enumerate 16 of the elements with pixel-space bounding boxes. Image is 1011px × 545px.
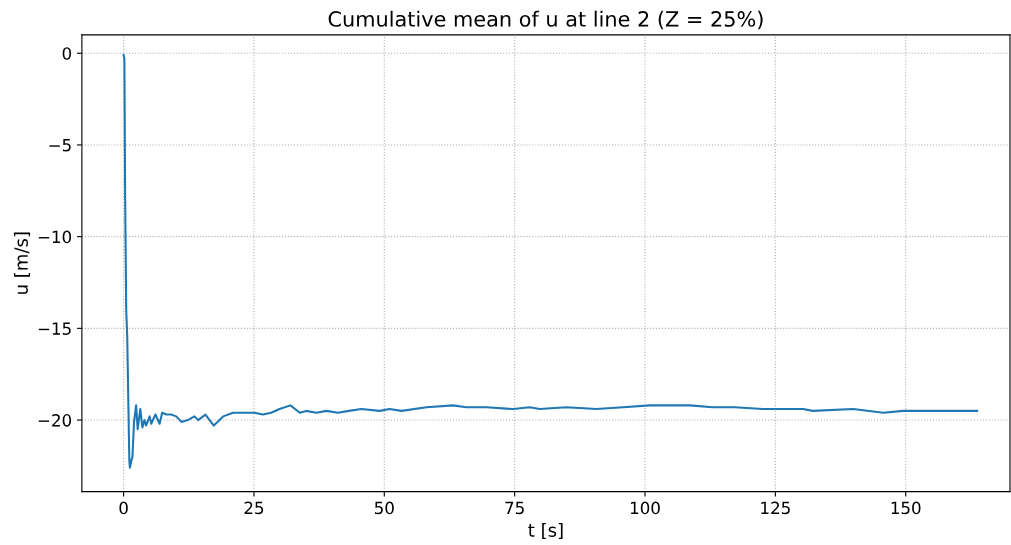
y-tick-label: −20 bbox=[38, 414, 72, 427]
y-tick-label: 0 bbox=[62, 47, 72, 60]
x-tick-label: 75 bbox=[505, 501, 524, 515]
y-tick-label: −10 bbox=[38, 230, 72, 244]
x-tick-label: 25 bbox=[244, 501, 264, 515]
y-axis-title: u [m/s] bbox=[13, 232, 31, 294]
x-tick-label: 100 bbox=[630, 501, 660, 515]
chart-title: Cumulative mean of u at line 2 (Z = 25%) bbox=[328, 10, 763, 30]
x-tick-label: 125 bbox=[761, 501, 790, 515]
x-tick-label: 50 bbox=[374, 501, 394, 515]
y-tick-label: −5 bbox=[49, 139, 71, 152]
line-series bbox=[122, 54, 979, 469]
x-tick-label: 0 bbox=[119, 501, 128, 515]
x-axis-title: t [s] bbox=[528, 523, 563, 540]
y-tick-label: −15 bbox=[38, 322, 71, 335]
x-tick-label: 150 bbox=[891, 501, 921, 515]
